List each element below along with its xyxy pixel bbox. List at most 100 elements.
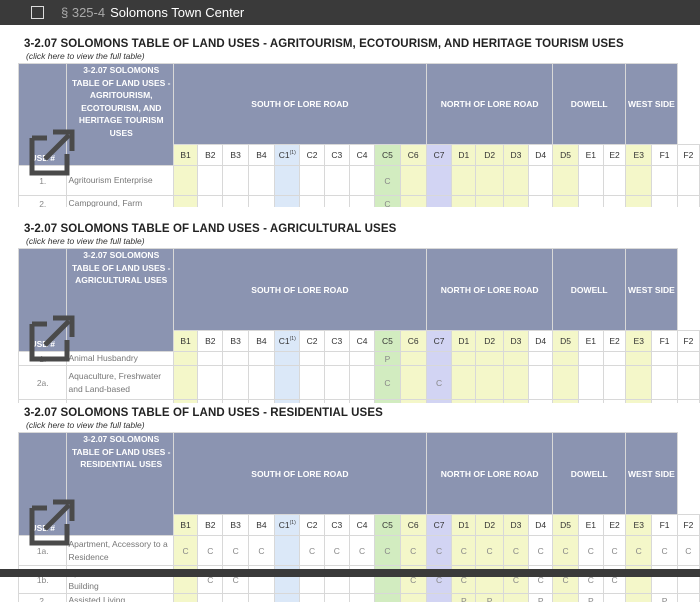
use-number: 2a. xyxy=(19,366,67,400)
group-header-south: SOUTH OF LORE ROAD xyxy=(173,249,426,331)
permission-cell xyxy=(223,594,248,602)
permission-cell xyxy=(603,400,625,404)
permission-cell xyxy=(578,400,603,404)
permission-cell xyxy=(553,366,578,400)
permission-cell xyxy=(652,196,677,208)
group-header-west: WEST SIDE xyxy=(626,433,678,515)
footnote-ref[interactable]: (1) xyxy=(290,336,296,342)
permission-cell xyxy=(223,166,248,196)
zone-column-c5: C5 xyxy=(375,515,400,536)
permission-cell xyxy=(248,366,274,400)
permission-cell xyxy=(476,400,503,404)
open-external-icon[interactable] xyxy=(29,496,75,546)
zone-column-d2: D2 xyxy=(476,515,503,536)
permission-cell xyxy=(275,366,300,400)
permission-cell xyxy=(529,196,553,208)
permission-cell xyxy=(300,196,324,208)
zone-column-c2: C2 xyxy=(300,145,324,166)
zone-column-e2: E2 xyxy=(603,331,625,352)
permission-cell xyxy=(300,594,324,602)
permission-cell xyxy=(553,352,578,366)
zone-column-c1: C1(1) xyxy=(275,145,300,166)
permission-cell xyxy=(173,352,197,366)
zone-column-f2: F2 xyxy=(677,145,699,166)
permission-cell xyxy=(452,366,476,400)
zone-column-c2: C2 xyxy=(300,515,324,536)
permission-cell xyxy=(349,400,374,404)
group-header-south: SOUTH OF LORE ROAD xyxy=(173,64,426,145)
permission-cell xyxy=(248,352,274,366)
view-full-table-link[interactable]: (click here to view the full table) xyxy=(26,51,700,61)
zone-column-d5: D5 xyxy=(553,331,578,352)
permission-cell xyxy=(400,352,426,366)
permission-cell xyxy=(553,166,578,196)
view-full-table-link[interactable]: (click here to view the full table) xyxy=(26,236,700,246)
permission-cell xyxy=(503,352,528,366)
zone-column-e3: E3 xyxy=(626,515,652,536)
zone-column-b4: B4 xyxy=(248,515,274,536)
permission-cell xyxy=(578,366,603,400)
zone-column-e3: E3 xyxy=(626,331,652,352)
zone-column-b4: B4 xyxy=(248,331,274,352)
permission-cell: C xyxy=(503,536,528,566)
table-title-header: 3-2.07 SOLOMONS TABLE OF LAND USES - RES… xyxy=(67,433,173,536)
permission-cell xyxy=(677,196,699,208)
table-row: 2a.Aquaculture, Freshwater and Land-base… xyxy=(19,366,700,400)
permission-cell: P xyxy=(452,594,476,602)
section-title: Solomons Town Center xyxy=(110,5,244,20)
footnote-ref[interactable]: (1) xyxy=(290,520,296,526)
permission-cell xyxy=(529,166,553,196)
view-full-table-link[interactable]: (click here to view the full table) xyxy=(26,420,700,430)
permission-cell: C xyxy=(300,536,324,566)
land-use-section: 3-2.07 SOLOMONS TABLE OF LAND USES - AGR… xyxy=(18,223,700,403)
permission-cell xyxy=(349,594,374,602)
permission-cell: P xyxy=(578,594,603,602)
permission-cell xyxy=(198,366,223,400)
permission-cell xyxy=(198,352,223,366)
permission-cell xyxy=(324,366,349,400)
zone-column-f1: F1 xyxy=(652,145,677,166)
section-ref: § 325-4 xyxy=(61,5,105,20)
permission-cell xyxy=(324,400,349,404)
zone-column-b3: B3 xyxy=(223,515,248,536)
permission-cell xyxy=(400,594,426,602)
zone-column-e2: E2 xyxy=(603,515,625,536)
permission-cell xyxy=(476,166,503,196)
zone-column-b2: B2 xyxy=(198,515,223,536)
permission-cell: P xyxy=(375,352,400,366)
permission-cell xyxy=(603,594,625,602)
select-checkbox[interactable] xyxy=(31,6,44,19)
permission-cell xyxy=(198,166,223,196)
permission-cell xyxy=(476,366,503,400)
open-external-icon[interactable] xyxy=(29,126,75,176)
use-name: Apartment, Accessory to a Residence xyxy=(67,536,173,566)
permission-cell: C xyxy=(476,536,503,566)
zone-column-c2: C2 xyxy=(300,331,324,352)
zone-column-f1: F1 xyxy=(652,331,677,352)
permission-cell xyxy=(375,594,400,602)
permission-cell xyxy=(173,594,197,602)
group-header-south: SOUTH OF LORE ROAD xyxy=(173,433,426,515)
zone-column-d3: D3 xyxy=(503,515,528,536)
zone-column-e1: E1 xyxy=(578,515,603,536)
permission-cell: C xyxy=(677,536,699,566)
permission-cell: C xyxy=(198,400,223,404)
open-external-icon[interactable] xyxy=(29,312,75,362)
zone-column-c6: C6 xyxy=(400,145,426,166)
permission-cell xyxy=(452,400,476,404)
permission-cell xyxy=(578,196,603,208)
permission-cell xyxy=(503,196,528,208)
permission-cell xyxy=(603,366,625,400)
zone-column-d2: D2 xyxy=(476,145,503,166)
permission-cell xyxy=(324,352,349,366)
permission-cell xyxy=(452,196,476,208)
permission-cell xyxy=(603,196,625,208)
permission-cell xyxy=(452,352,476,366)
permission-cell xyxy=(652,366,677,400)
footnote-ref[interactable]: (1) xyxy=(290,150,296,156)
permission-cell xyxy=(677,400,699,404)
permission-cell xyxy=(275,400,300,404)
